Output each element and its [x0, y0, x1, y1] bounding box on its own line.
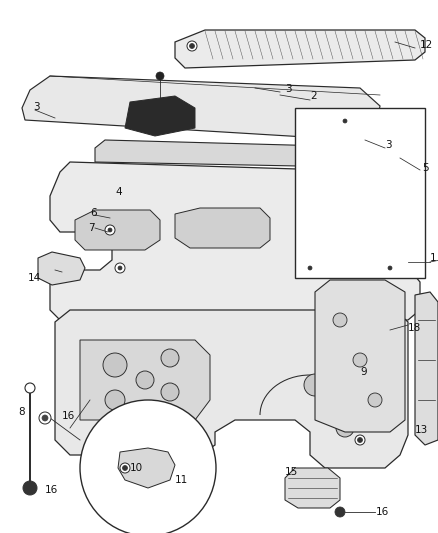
- Text: 1: 1: [430, 253, 437, 263]
- Polygon shape: [95, 140, 405, 168]
- Circle shape: [136, 371, 154, 389]
- Circle shape: [305, 263, 315, 273]
- Circle shape: [105, 390, 125, 410]
- Text: 12: 12: [420, 40, 433, 50]
- Circle shape: [161, 349, 179, 367]
- Circle shape: [123, 465, 127, 471]
- Text: 5: 5: [422, 163, 429, 173]
- Circle shape: [23, 481, 37, 495]
- Bar: [295, 108, 425, 278]
- Circle shape: [25, 383, 35, 393]
- Polygon shape: [175, 30, 425, 68]
- Circle shape: [336, 419, 354, 437]
- Polygon shape: [38, 252, 85, 285]
- Circle shape: [142, 407, 158, 423]
- Polygon shape: [285, 468, 340, 508]
- Polygon shape: [315, 280, 405, 432]
- Text: 16: 16: [376, 507, 389, 517]
- Text: 18: 18: [408, 323, 421, 333]
- Circle shape: [190, 44, 194, 49]
- Text: 6: 6: [90, 208, 97, 218]
- Polygon shape: [55, 310, 408, 468]
- Circle shape: [108, 228, 112, 232]
- Circle shape: [103, 353, 127, 377]
- Polygon shape: [125, 96, 195, 136]
- Circle shape: [357, 438, 363, 442]
- Text: 3: 3: [385, 140, 392, 150]
- Polygon shape: [175, 208, 270, 248]
- Circle shape: [115, 263, 125, 273]
- Circle shape: [355, 435, 365, 445]
- Text: 2: 2: [310, 91, 317, 101]
- Circle shape: [343, 119, 347, 123]
- Text: 14: 14: [28, 273, 41, 283]
- Text: 4: 4: [115, 187, 122, 197]
- Circle shape: [335, 507, 345, 517]
- Circle shape: [304, 374, 326, 396]
- Polygon shape: [415, 292, 438, 445]
- Circle shape: [362, 412, 378, 428]
- Text: 10: 10: [130, 463, 143, 473]
- Text: 7: 7: [88, 223, 95, 233]
- Circle shape: [353, 353, 367, 367]
- Text: 8: 8: [18, 407, 25, 417]
- Circle shape: [118, 266, 122, 270]
- Circle shape: [385, 263, 395, 273]
- Circle shape: [187, 41, 197, 51]
- Text: 15: 15: [285, 467, 298, 477]
- Circle shape: [345, 380, 365, 400]
- Polygon shape: [22, 76, 380, 140]
- Circle shape: [333, 313, 347, 327]
- Circle shape: [39, 412, 51, 424]
- Polygon shape: [75, 210, 160, 250]
- Text: 3: 3: [33, 102, 39, 112]
- Circle shape: [80, 400, 216, 533]
- Text: 16: 16: [62, 411, 75, 421]
- Polygon shape: [118, 448, 175, 488]
- Circle shape: [42, 415, 48, 421]
- Circle shape: [156, 72, 164, 80]
- Circle shape: [368, 393, 382, 407]
- Text: 3: 3: [285, 84, 292, 94]
- Text: 9: 9: [360, 367, 367, 377]
- Text: 16: 16: [45, 485, 58, 495]
- Circle shape: [120, 463, 130, 473]
- Polygon shape: [50, 162, 420, 320]
- Circle shape: [340, 116, 350, 126]
- Circle shape: [388, 266, 392, 270]
- Circle shape: [161, 383, 179, 401]
- Text: 13: 13: [415, 425, 428, 435]
- Polygon shape: [80, 340, 210, 420]
- Circle shape: [105, 225, 115, 235]
- Text: 11: 11: [175, 475, 188, 485]
- Circle shape: [308, 266, 312, 270]
